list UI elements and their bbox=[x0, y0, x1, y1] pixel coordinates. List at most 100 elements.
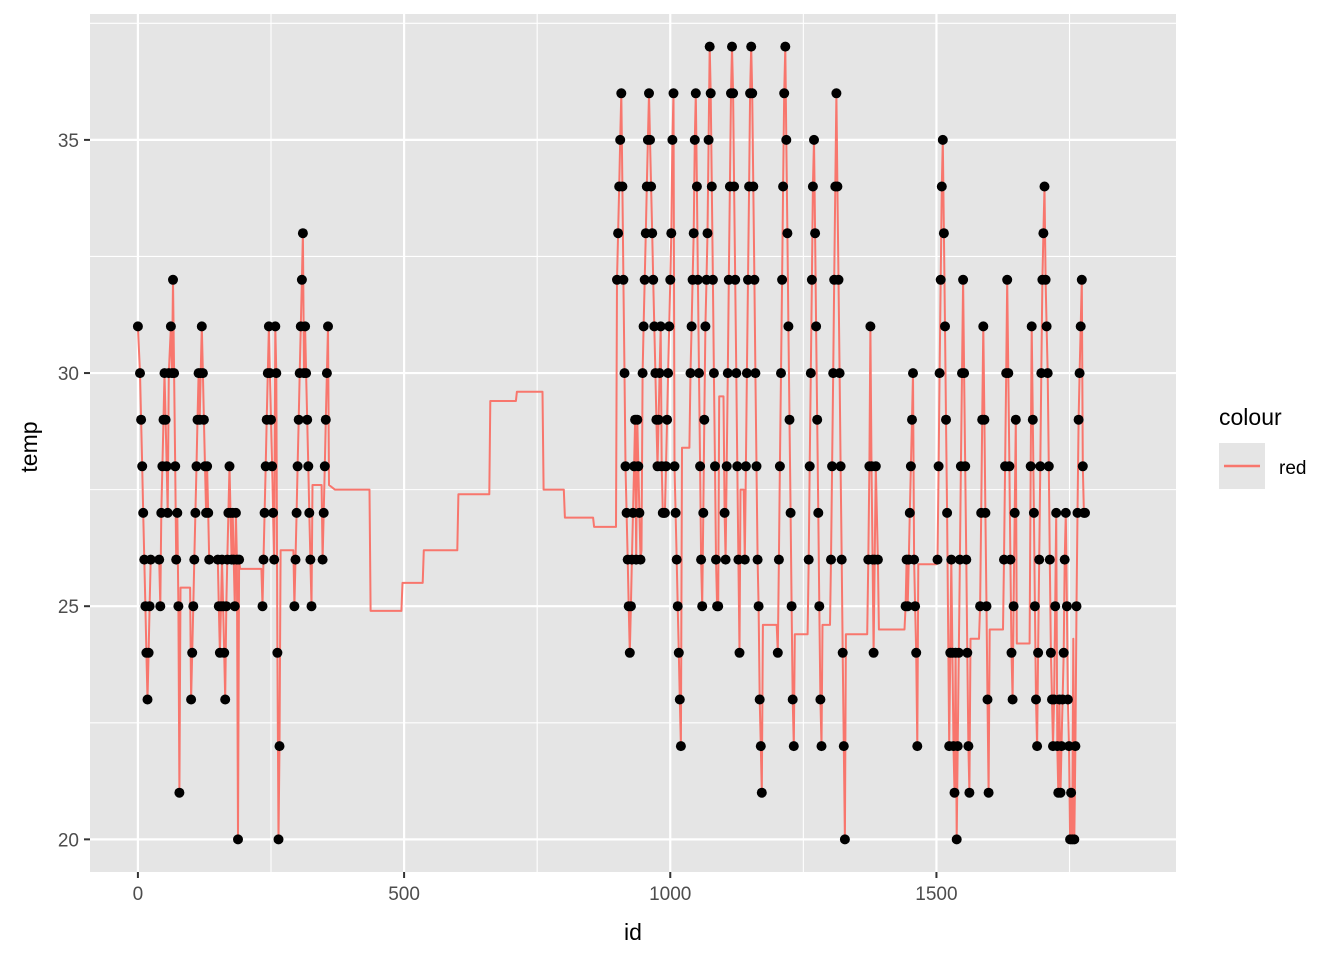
data-point bbox=[1002, 274, 1013, 285]
data-point bbox=[730, 274, 741, 285]
y-tick-label: 25 bbox=[58, 597, 79, 618]
data-point bbox=[788, 741, 799, 752]
data-point bbox=[756, 787, 767, 798]
data-point bbox=[305, 554, 316, 565]
data-point bbox=[729, 181, 740, 192]
data-point bbox=[754, 694, 765, 705]
data-point bbox=[981, 601, 992, 612]
data-point bbox=[666, 228, 677, 239]
data-point bbox=[1058, 647, 1069, 658]
data-point bbox=[983, 787, 994, 798]
data-point bbox=[809, 134, 819, 145]
data-point bbox=[1025, 461, 1036, 472]
data-point bbox=[734, 647, 745, 658]
data-point bbox=[1059, 554, 1070, 565]
data-point bbox=[952, 741, 963, 752]
data-point bbox=[749, 274, 760, 285]
data-point bbox=[165, 321, 176, 332]
data-point bbox=[290, 554, 301, 565]
data-point bbox=[691, 181, 702, 192]
data-point bbox=[1076, 274, 1087, 285]
data-point bbox=[978, 321, 989, 332]
data-point bbox=[946, 554, 957, 565]
data-point bbox=[169, 368, 180, 379]
data-point bbox=[1043, 461, 1054, 472]
data-point bbox=[319, 461, 330, 472]
data-point bbox=[1045, 647, 1056, 658]
data-point bbox=[980, 507, 991, 518]
data-point bbox=[292, 461, 303, 472]
data-point bbox=[834, 368, 845, 379]
data-point bbox=[1026, 321, 1037, 332]
data-point bbox=[692, 274, 703, 285]
data-point bbox=[186, 694, 197, 705]
data-point bbox=[659, 507, 670, 518]
data-point bbox=[812, 414, 823, 425]
data-point bbox=[665, 274, 676, 285]
data-point bbox=[270, 321, 281, 332]
data-point bbox=[296, 274, 307, 285]
x-axis-title: id bbox=[624, 919, 642, 945]
data-point bbox=[697, 601, 708, 612]
data-point bbox=[304, 507, 315, 518]
data-point bbox=[953, 647, 964, 658]
data-point bbox=[865, 321, 876, 332]
data-point bbox=[203, 507, 214, 518]
data-point bbox=[774, 461, 785, 472]
data-point bbox=[1031, 694, 1041, 705]
data-point bbox=[827, 461, 838, 472]
data-point bbox=[1055, 787, 1066, 798]
data-point bbox=[688, 228, 699, 239]
data-point bbox=[670, 507, 681, 518]
data-point bbox=[301, 368, 312, 379]
data-point bbox=[932, 554, 943, 565]
y-tick-label: 20 bbox=[58, 830, 79, 851]
data-point bbox=[202, 461, 213, 472]
data-point bbox=[1032, 741, 1043, 752]
data-point bbox=[753, 601, 764, 612]
data-point bbox=[746, 41, 757, 52]
data-point bbox=[142, 694, 153, 705]
data-point bbox=[145, 554, 156, 565]
data-point bbox=[162, 507, 173, 518]
data-point bbox=[781, 134, 792, 145]
data-point bbox=[814, 601, 825, 612]
data-point bbox=[220, 694, 231, 705]
data-point bbox=[686, 321, 697, 332]
data-point bbox=[173, 601, 184, 612]
data-point bbox=[221, 601, 232, 612]
y-axis-title: temp bbox=[16, 421, 42, 472]
data-point bbox=[646, 181, 657, 192]
y-axis: 20 25 30 35 bbox=[58, 131, 90, 851]
data-point bbox=[297, 228, 308, 239]
data-point bbox=[613, 228, 624, 239]
data-point bbox=[703, 134, 714, 145]
data-point bbox=[942, 507, 953, 518]
data-point bbox=[912, 741, 923, 752]
data-point bbox=[634, 507, 645, 518]
data-point bbox=[172, 507, 183, 518]
data-point bbox=[748, 181, 759, 192]
data-point bbox=[1028, 507, 1039, 518]
data-point bbox=[837, 647, 848, 658]
data-point bbox=[663, 368, 674, 379]
data-point bbox=[1040, 274, 1051, 285]
data-point bbox=[618, 274, 629, 285]
data-point bbox=[188, 601, 199, 612]
y-tick-label: 30 bbox=[58, 364, 79, 385]
data-point bbox=[136, 414, 147, 425]
data-point bbox=[1009, 507, 1020, 518]
data-point bbox=[160, 414, 171, 425]
data-point bbox=[198, 414, 209, 425]
data-point bbox=[938, 228, 949, 239]
data-point bbox=[935, 274, 946, 285]
legend: colour red bbox=[1219, 404, 1306, 489]
data-point bbox=[174, 787, 185, 798]
data-point bbox=[1029, 601, 1040, 612]
data-point bbox=[1069, 834, 1080, 845]
data-point bbox=[224, 461, 235, 472]
data-point bbox=[303, 461, 314, 472]
data-point bbox=[777, 274, 788, 285]
data-point bbox=[637, 368, 648, 379]
data-point bbox=[1075, 321, 1086, 332]
